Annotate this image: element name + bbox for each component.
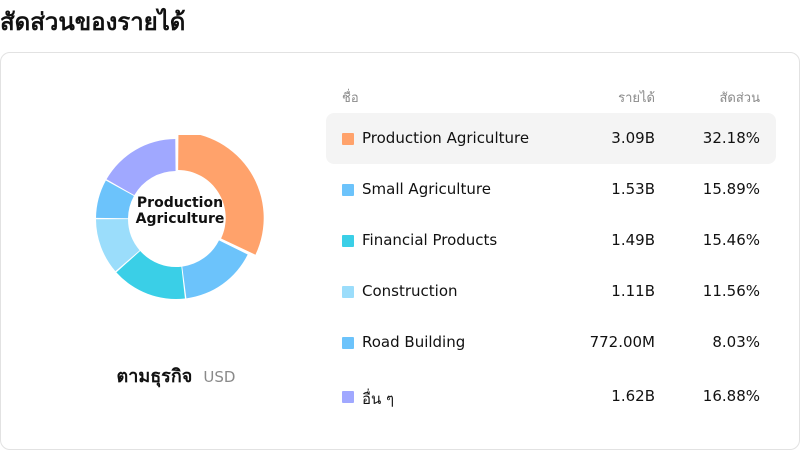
row-share: 11.56% [702,282,760,300]
legend-swatch [342,337,354,349]
legend-swatch [342,133,354,145]
donut-chart[interactable]: Production Agriculture [96,135,264,303]
revenue-breakdown-card: Production Agriculture ตามธุรกิจ USD ชื่… [0,52,800,450]
table-row[interactable]: Construction 1.11B 11.56% [326,266,776,317]
row-revenue: 1.62B [611,387,655,405]
table-row[interactable]: Production Agriculture 3.09B 32.18% [326,113,776,164]
table-row[interactable]: Small Agriculture 1.53B 15.89% [326,164,776,215]
donut-chart-svg [96,135,264,300]
donut-center-label: Production Agriculture [135,195,225,227]
page-title: สัดส่วนของรายได้ [0,8,186,36]
legend-swatch [342,184,354,196]
header-revenue: รายได้ [618,91,655,106]
donut-slice-0[interactable] [178,135,264,255]
row-name: Construction [362,282,458,300]
row-share: 16.88% [702,387,760,405]
donut-slice-3[interactable] [96,219,140,272]
chart-caption-unit: USD [203,368,236,386]
row-name: Production Agriculture [362,129,530,147]
row-share: 15.46% [702,231,760,249]
chart-caption: ตามธุรกิจ USD [1,361,351,390]
donut-slice-5[interactable] [106,139,176,196]
row-name: อื่น ๆ [362,390,395,408]
table-header: ชื่อ รายได้ สัดส่วน [326,83,776,113]
table-row[interactable]: อื่น ๆ 1.62B 16.88% [326,371,776,422]
legend-swatch [342,391,354,403]
row-revenue: 1.49B [611,231,655,249]
row-revenue: 1.11B [611,282,655,300]
row-share: 32.18% [702,129,760,147]
row-name: Small Agriculture [362,180,491,198]
row-name: Road Building [362,333,466,351]
revenue-table: ชื่อ รายได้ สัดส่วน Production Agricultu… [326,83,776,408]
header-share: สัดส่วน [719,91,761,106]
table-row[interactable]: Financial Products 1.49B 15.46% [326,215,776,266]
donut-slice-1[interactable] [182,240,248,299]
header-name: ชื่อ [342,91,359,106]
row-share: 15.89% [702,180,760,198]
row-name: Financial Products [362,231,498,249]
row-revenue: 772.00M [589,333,655,351]
row-revenue: 3.09B [611,129,655,147]
chart-caption-title: ตามธุรกิจ [116,366,193,387]
donut-slice-4[interactable] [96,180,134,219]
table-row[interactable]: Road Building 772.00M 8.03% [326,317,776,368]
legend-swatch [342,235,354,247]
donut-slice-2[interactable] [116,251,185,300]
legend-swatch [342,286,354,298]
row-share: 8.03% [712,333,760,351]
row-revenue: 1.53B [611,180,655,198]
